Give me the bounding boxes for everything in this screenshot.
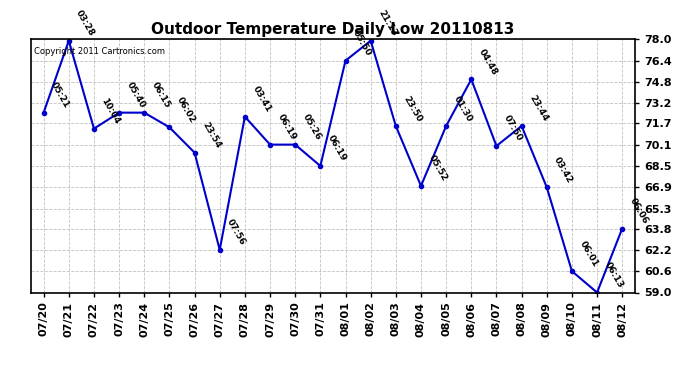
Text: 21:13: 21:13 [376,9,398,38]
Text: 05:26: 05:26 [301,112,323,142]
Text: 01:30: 01:30 [452,94,473,123]
Text: 23:54: 23:54 [200,120,222,150]
Text: 23:44: 23:44 [527,94,549,123]
Text: 10:04: 10:04 [99,97,121,126]
Text: 07:56: 07:56 [225,218,248,247]
Text: 04:48: 04:48 [477,47,499,76]
Text: 06:02: 06:02 [175,96,197,124]
Text: 03:42: 03:42 [552,155,574,184]
Text: 06:13: 06:13 [602,261,624,290]
Text: 06:19: 06:19 [326,134,348,163]
Text: 03:41: 03:41 [250,85,273,114]
Text: 05:50: 05:50 [351,29,373,58]
Text: 06:01: 06:01 [578,239,600,268]
Text: 05:40: 05:40 [125,81,147,110]
Text: 05:52: 05:52 [426,154,449,183]
Text: 23:50: 23:50 [402,94,424,123]
Text: 06:06: 06:06 [628,197,650,226]
Text: Copyright 2011 Cartronics.com: Copyright 2011 Cartronics.com [34,47,165,56]
Title: Outdoor Temperature Daily Low 20110813: Outdoor Temperature Daily Low 20110813 [151,22,515,37]
Text: 05:21: 05:21 [49,81,71,110]
Text: 03:28: 03:28 [75,9,97,38]
Text: 06:15: 06:15 [150,81,172,110]
Text: 06:19: 06:19 [275,112,297,142]
Text: 07:50: 07:50 [502,114,524,143]
